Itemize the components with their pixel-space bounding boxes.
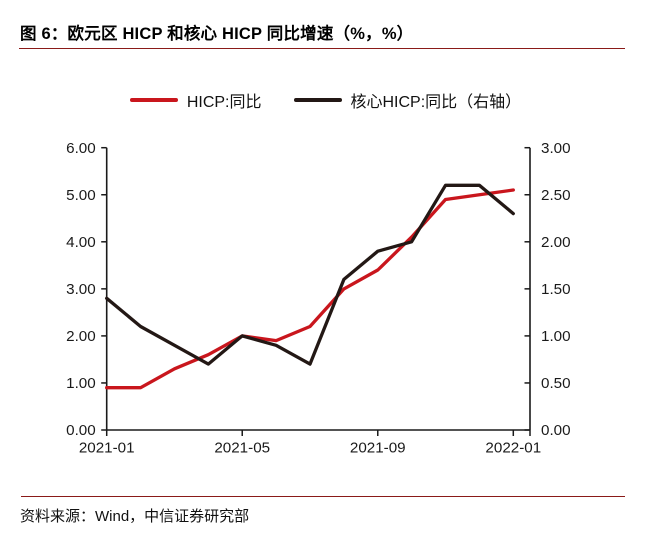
source-note: 资料来源：Wind，中信证券研究部 [20, 508, 250, 525]
core-hicp-line-swatch [293, 98, 342, 102]
core-hicp-line [105, 183, 515, 366]
right-axis-tick-label: 1.50 [541, 281, 571, 298]
left-axis-tick-label: 6.00 [66, 140, 96, 157]
right-axis-tick-label: 1.00 [541, 328, 571, 345]
right-axis-tick-label: 3.00 [541, 140, 571, 157]
legend-label-core-hicp: 核心HICP:同比（右轴） [350, 94, 522, 111]
hicp-line-swatch [129, 98, 178, 102]
left-axis-tick-label: 3.00 [66, 281, 96, 298]
legend-item-core-hicp: 核心HICP:同比（右轴） [293, 88, 522, 112]
x-axis-tick-label: 2021-09 [350, 440, 406, 457]
left-axis-tick-label: 5.00 [66, 187, 96, 204]
left-axis-tick-label: 2.00 [66, 328, 96, 345]
right-axis-tick-label: 0.00 [541, 422, 571, 439]
title-divider [19, 48, 625, 49]
legend-item-hicp: HICP:同比 [129, 88, 262, 112]
right-axis-tick-label: 0.50 [541, 375, 571, 392]
left-axis-tick-label: 1.00 [66, 375, 96, 392]
left-axis-tick-label: 4.00 [66, 234, 96, 251]
x-axis-tick-label: 2021-05 [214, 440, 270, 457]
x-axis-tick-label: 2021-01 [79, 440, 135, 457]
source-divider [21, 496, 625, 497]
right-axis-tick-label: 2.00 [541, 234, 571, 251]
figure-title: 图 6：欧元区 HICP 和核心 HICP 同比增速（%，%） [20, 25, 414, 43]
legend-label-hicp: HICP:同比 [186, 94, 262, 111]
right-axis-tick-label: 2.50 [541, 187, 571, 204]
left-axis-tick-label: 0.00 [66, 422, 96, 439]
chart-legend: HICP:同比 核心HICP:同比（右轴） [0, 89, 651, 111]
hicp-line [105, 188, 515, 390]
x-axis-tick-label: 2022-01 [485, 440, 541, 457]
